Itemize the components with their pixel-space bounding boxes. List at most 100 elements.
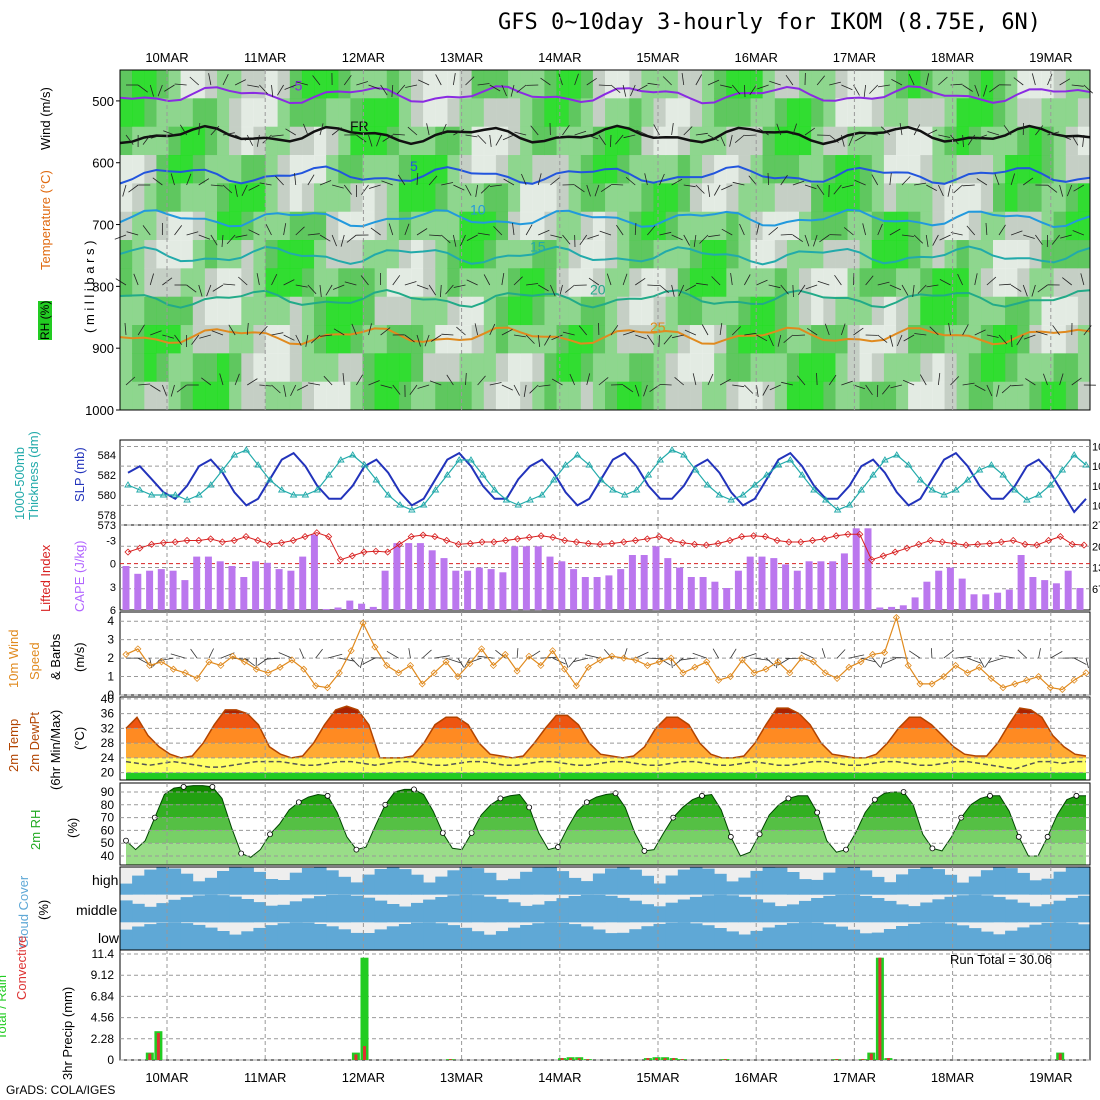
surface-wind-barb [362,657,376,665]
rh-cell [338,126,351,156]
surface-wind-barb [800,651,814,659]
rh-cell [1017,353,1030,383]
wind-barb [319,180,332,186]
cloud-cell [835,926,848,950]
cape-bar [275,569,283,610]
cloud-cell [204,927,218,950]
wind-barb [201,377,212,386]
cape-bar [1041,580,1049,610]
upper-ytick: 500 [92,94,114,109]
cloud-cell [204,894,218,923]
wind-barb [901,176,911,186]
rh-cell [617,155,630,184]
wind-barb [150,384,161,392]
wind-barb [925,73,930,86]
temp-label-2: 2m DewPt [27,712,42,772]
wind-barb [769,384,781,391]
wind-barb [1013,77,1024,86]
wind-barb [223,283,236,286]
rh-cell [605,126,618,156]
rh-cell [835,126,848,156]
wind-barb [189,76,200,86]
rh-cell [847,183,861,213]
cloud-cell [374,869,388,895]
wind-barb [998,224,1006,236]
surface-wind-barb [568,657,577,668]
cloud-cell [241,899,254,923]
wind-barb [912,284,915,297]
rh-cell [1029,70,1042,99]
rh-cell [968,70,982,99]
surface-wind-barb [999,655,1015,659]
wind-barb [683,126,693,136]
wind-barb [834,274,842,286]
rh-cell [738,325,751,354]
rh-band-fill [149,817,1086,831]
cloud-cell [762,867,776,895]
wind-barb [644,173,648,186]
thickness-point [242,446,251,453]
rh-cell [677,70,691,99]
wind-barb [586,77,597,86]
wind-barb [899,123,903,136]
surface-wind-barb [516,648,519,659]
rh-cell [944,268,958,298]
rh-cell [362,268,376,298]
rh-cell [350,296,363,326]
wind-barb [170,384,175,397]
wind-barb [416,334,421,347]
rh-cell [883,183,897,213]
wind-barb [783,334,794,344]
li-point [714,539,722,548]
rh-cell [556,183,570,213]
surface-wind-barb [821,648,826,659]
wind-barb [343,75,352,86]
wind-barb [307,174,315,186]
wind-barb [731,326,741,336]
cape-bar [711,581,719,610]
rh-cell [398,70,412,99]
wind-barb [501,273,505,286]
wind-barb [696,282,709,286]
rh-cell [641,183,654,213]
rh-cell [617,98,630,128]
wind-barb [967,134,976,146]
wind-barb [865,275,874,286]
rh-cell [411,98,424,128]
rh-cell [277,183,291,213]
rh-cell [301,183,315,213]
wind-barb [296,81,308,86]
cloud-low-label: low [98,930,120,946]
wind-barb [599,230,612,236]
rh-cell [520,268,533,298]
cape-bar [287,570,295,610]
isotherm-line [119,124,1091,146]
rh-cell [144,353,157,383]
cloud-cell [702,925,715,950]
rh-cell [326,381,339,411]
rh-cell [689,268,703,298]
cloud-cell [1041,923,1055,950]
rh-cell [192,325,206,354]
cloud-cell [362,933,376,950]
li-point [761,533,769,541]
rh-cell [750,381,764,411]
rh-cell [1017,98,1030,128]
rh-cell [1017,126,1030,156]
cape-bar [193,556,201,610]
cloud-cell [883,882,897,895]
cape-bar [570,569,578,610]
li-point [171,538,179,546]
thickness-point [952,486,960,493]
cloud-cell [132,926,145,950]
rh-cell [738,70,751,99]
cloud-unit-label: (%) [36,899,51,920]
rh-cell [592,381,606,411]
wind-speed-point [240,658,249,666]
surface-wind-barb [564,657,569,669]
wind-barb [792,234,804,243]
wind-speed-point [892,613,900,622]
rh-cell [398,183,412,213]
cloud-cell [1077,895,1091,923]
wind-speed-point [359,619,367,627]
